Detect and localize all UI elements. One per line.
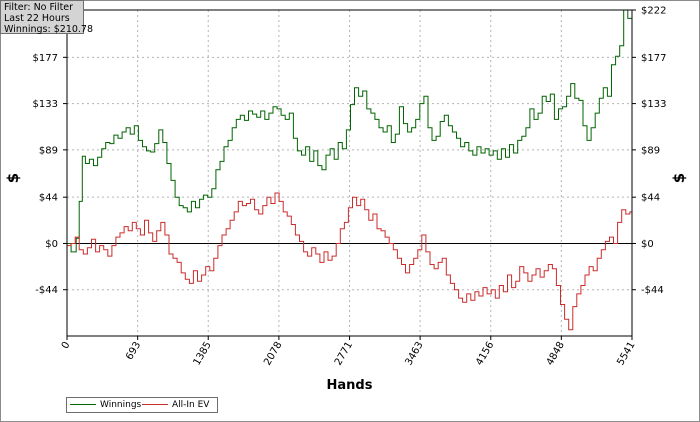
y-tick-label-left: $177 [33,53,58,64]
y-tick-label-right: -$44 [641,285,664,296]
legend: Winnings All-In EV [66,397,218,413]
all-in-ev-line [67,192,633,331]
y-tick-label-left: $0 [45,239,58,250]
gridlines [67,9,632,336]
y-axis-title-left: $ [4,173,22,183]
x-tick-label: 0 [60,340,73,351]
legend-swatch-all-in-ev [142,404,168,405]
x-tick-label: 3463 [403,340,425,368]
y-tick-label-right: $222 [641,6,666,17]
series-layer [67,9,633,331]
legend-label-all-in-ev: All-In EV [172,400,210,410]
x-axis-title: Hands [327,378,373,393]
y-tick-label-left: $89 [39,145,58,156]
x-tick-label: 2771 [333,340,355,368]
x-tick-label: 4848 [545,340,567,368]
y-tick-label-left: -$44 [35,285,58,296]
x-tick-label: 2078 [262,340,284,368]
winnings-label: Winnings: $210.78 [4,24,94,35]
y-tick-label-right: $89 [641,145,660,156]
filter-label: Filter: No Filter [4,2,74,13]
y-tick-label-right: $0 [641,239,654,250]
winnings-line [67,9,633,253]
y-tick-label-right: $44 [641,193,660,204]
x-tick-label: 4156 [474,340,496,368]
time-range-label: Last 22 Hours [4,13,70,24]
filter-info-box: Filter: No Filter Last 22 Hours Winnings… [0,0,94,35]
legend-swatch-winnings [70,404,96,405]
y-tick-label-right: $133 [641,99,666,110]
y-tick-label-left: $44 [39,193,58,204]
y-axis-title-right: $ [670,173,688,183]
x-tick-label: 1385 [192,340,214,368]
y-tick-label-right: $177 [641,53,666,64]
y-tick-label-left: $133 [33,99,58,110]
legend-label-winnings: Winnings [100,400,142,410]
x-tick-label: 693 [124,340,143,362]
x-tick-label: 5541 [615,340,637,368]
plot-border [66,9,633,337]
